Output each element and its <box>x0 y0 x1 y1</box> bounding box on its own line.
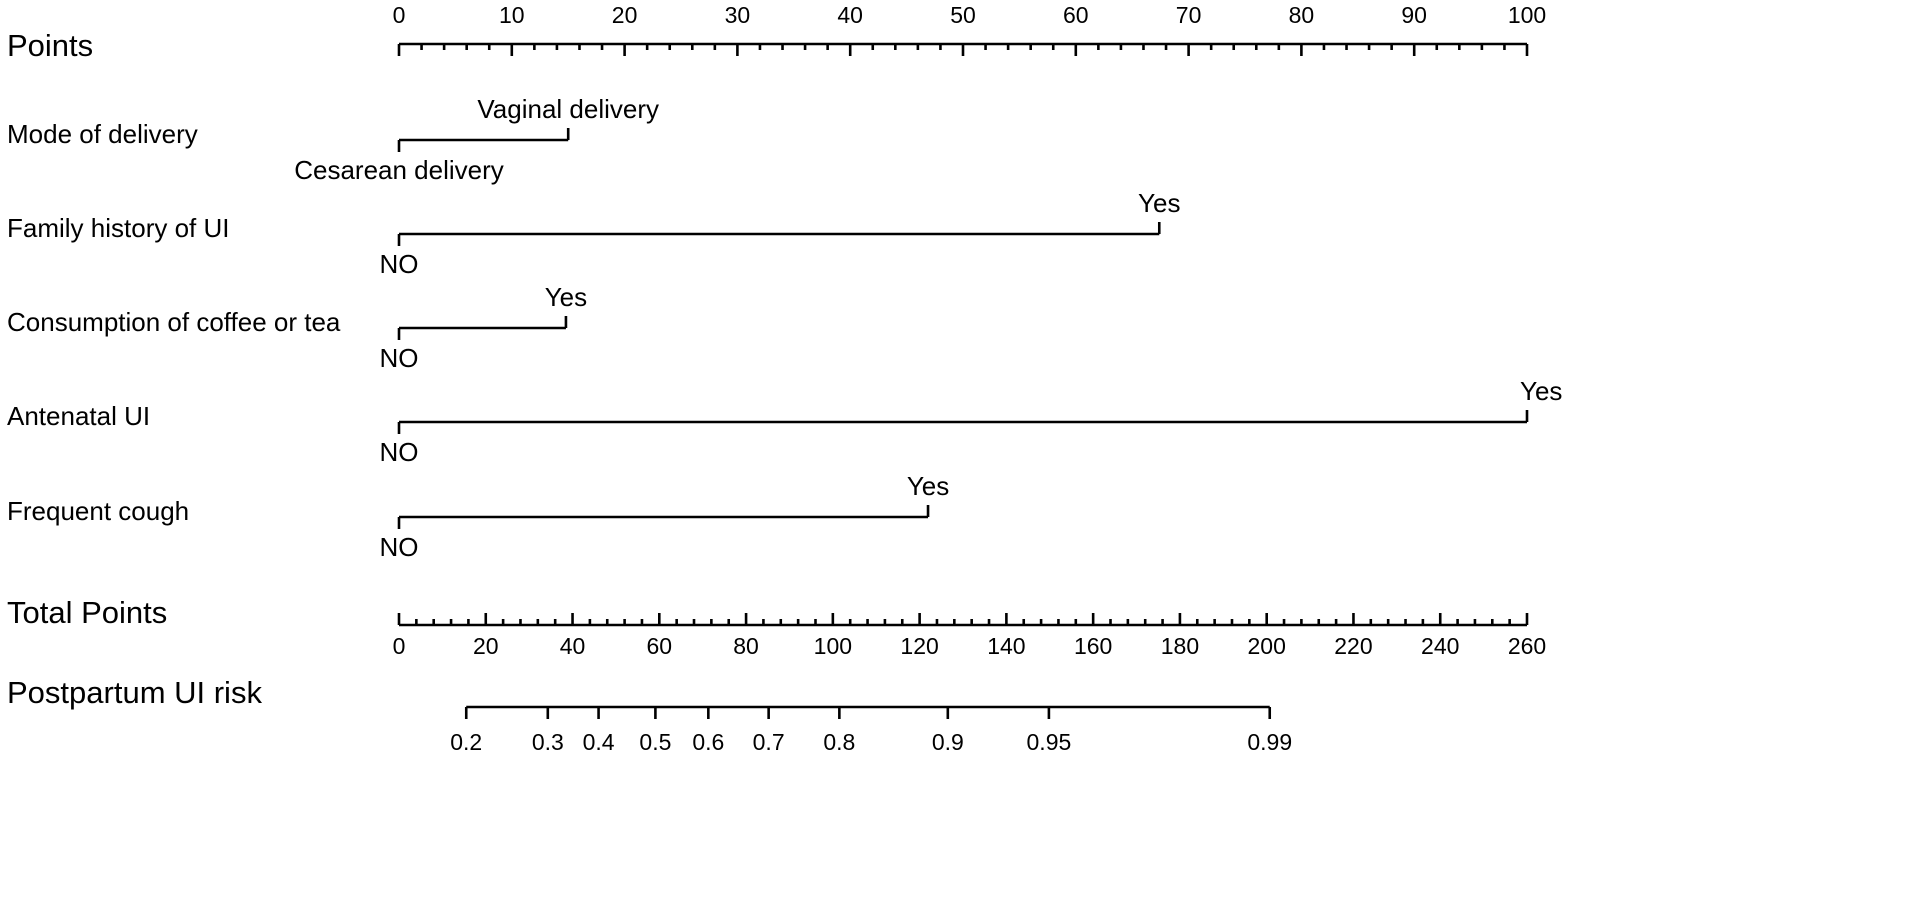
risk-tick-label: 0.8 <box>823 729 855 755</box>
variable-label: Mode of delivery <box>7 119 198 149</box>
risk-tick-label: 0.5 <box>639 729 671 755</box>
total-points-tick-label: 80 <box>733 633 759 659</box>
points-tick-label: 70 <box>1176 2 1202 28</box>
variable-row: Frequent cough NO Yes <box>7 471 949 562</box>
total-points-tick-label: 100 <box>814 633 852 659</box>
variable-row: Antenatal UI NO Yes <box>7 376 1562 467</box>
level-label: NO <box>380 249 419 279</box>
risk-tick-label: 0.2 <box>450 729 482 755</box>
total-points-tick-label: 120 <box>900 633 938 659</box>
postpartum-ui-risk-axis: Postpartum UI risk 0.2 0.3 0.4 0.5 0.6 0.7 0.8 0… <box>7 675 1292 755</box>
points-tick-label: 10 <box>499 2 525 28</box>
total-points-tick-label: 180 <box>1161 633 1199 659</box>
total-points-tick-label: 160 <box>1074 633 1112 659</box>
points-tick-label: 90 <box>1401 2 1427 28</box>
level-label: Yes <box>1138 188 1180 218</box>
level-label: Yes <box>545 282 587 312</box>
points-tick-label: 80 <box>1289 2 1315 28</box>
total-points-tick-label: 220 <box>1334 633 1372 659</box>
points-tick-label: 30 <box>725 2 751 28</box>
level-label: Yes <box>1520 376 1562 406</box>
total-points-tick-label: 140 <box>987 633 1025 659</box>
level-label: Cesarean delivery <box>294 155 504 185</box>
level-label: NO <box>380 437 419 467</box>
predictor-variables: Mode of delivery Cesarean delivery Vaginal… <box>7 94 1562 562</box>
variable-label: Frequent cough <box>7 496 189 526</box>
risk-axis-title: Postpartum UI risk <box>7 675 262 710</box>
points-tick-label: 0 <box>393 2 406 28</box>
risk-tick-label: 0.4 <box>583 729 615 755</box>
risk-tick-label: 0.3 <box>532 729 564 755</box>
total-points-tick-label: 20 <box>473 633 499 659</box>
variable-label: Family history of UI <box>7 213 230 243</box>
level-label: NO <box>380 532 419 562</box>
points-tick-label: 20 <box>612 2 638 28</box>
risk-tick-label: 0.99 <box>1247 729 1292 755</box>
points-tick-label: 50 <box>950 2 976 28</box>
total-points-tick-label: 260 <box>1508 633 1546 659</box>
variable-row: Consumption of coffee or tea NO Yes <box>7 282 587 373</box>
risk-tick-label: 0.6 <box>692 729 724 755</box>
variable-label: Antenatal UI <box>7 401 150 431</box>
variable-row: Mode of delivery Cesarean delivery Vaginal… <box>7 94 659 185</box>
variable-label: Consumption of coffee or tea <box>7 307 341 337</box>
total-points-axis-title: Total Points <box>7 595 167 630</box>
total-points-tick-label: 240 <box>1421 633 1459 659</box>
total-points-tick-label: 40 <box>560 633 586 659</box>
points-tick-label: 40 <box>837 2 863 28</box>
points-axis-title: Points <box>7 28 93 63</box>
level-label: NO <box>380 343 419 373</box>
risk-tick-label: 0.7 <box>753 729 785 755</box>
points-axis: Points 0 10 20 30 40 50 60 70 80 90 100 <box>7 2 1546 63</box>
variable-row: Family history of UI NO Yes <box>7 188 1180 279</box>
level-label: Vaginal delivery <box>477 94 659 124</box>
risk-tick-label: 0.95 <box>1027 729 1072 755</box>
risk-tick-label: 0.9 <box>932 729 964 755</box>
points-tick-label: 100 <box>1508 2 1546 28</box>
points-tick-label: 60 <box>1063 2 1089 28</box>
total-points-tick-label: 0 <box>393 633 406 659</box>
level-label: Yes <box>907 471 949 501</box>
total-points-tick-label: 60 <box>647 633 673 659</box>
total-points-tick-label: 200 <box>1248 633 1286 659</box>
total-points-axis: Total Points 0 20 40 60 80 100 120 140 160 180 200 2… <box>7 595 1546 659</box>
